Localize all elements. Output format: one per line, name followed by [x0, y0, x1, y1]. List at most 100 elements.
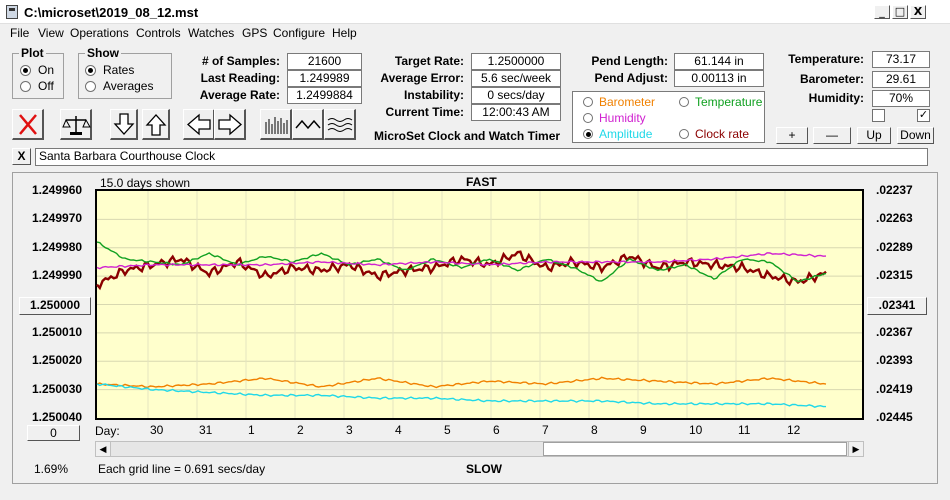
multi-wave-icon — [327, 118, 353, 132]
show-averages-label: Averages — [103, 79, 154, 93]
menu-watches[interactable]: Watches — [188, 26, 235, 40]
barometer-radio[interactable] — [583, 97, 593, 107]
window-title: C:\microset\2019_08_12.mst — [24, 5, 199, 20]
show-averages-radio[interactable] — [85, 81, 96, 92]
percent-label: 1.69% — [34, 462, 69, 476]
y-right-tick: .02289 — [876, 239, 913, 254]
x-tick-label: 11 — [738, 423, 751, 437]
menu-file[interactable]: File — [10, 26, 30, 40]
pend-length-label: Pend Length: — [591, 54, 668, 68]
arrow-up-button[interactable] — [142, 109, 170, 140]
y-right-tick: .02263 — [876, 211, 913, 226]
center-rate-button[interactable]: 1.250000 — [19, 297, 91, 315]
y-left-tick: 1.250040 — [32, 410, 83, 424]
average-error-label: Average Error: — [380, 71, 464, 85]
bars-view-button[interactable] — [260, 109, 292, 140]
series-barometer — [96, 376, 827, 389]
show-rates-radio[interactable] — [85, 65, 96, 76]
balance-button[interactable] — [60, 109, 92, 140]
pend-length-field: 61.144 in — [674, 53, 764, 70]
plot-on-radio[interactable] — [20, 65, 31, 76]
y-right-tick: .02237 — [876, 183, 913, 197]
show-group: Show — [78, 46, 172, 99]
scroll-left-arrow[interactable]: ◀ — [96, 442, 111, 456]
pend-adjust-label: Pend Adjust: — [594, 71, 668, 85]
menu-bar: File View Operations Controls Watches GP… — [0, 24, 950, 42]
env-checkbox-left[interactable] — [872, 109, 885, 122]
samples-field: 21600 — [287, 53, 362, 70]
arrow-left-button[interactable] — [183, 109, 215, 140]
x-tick-label: 6 — [493, 423, 500, 437]
menu-view[interactable]: View — [38, 26, 64, 40]
average-error-field: 5.6 sec/week — [471, 70, 561, 87]
wave-view-button[interactable] — [292, 109, 324, 140]
pend-adjust-field: 0.00113 in — [674, 70, 764, 87]
plot-off-label: Off — [38, 79, 54, 93]
amplitude-radio[interactable] — [583, 129, 593, 139]
humidity-label: Humidity: — [808, 91, 864, 105]
zoom-in-button[interactable]: + — [776, 127, 808, 144]
y-right-tick: .02445 — [876, 410, 913, 424]
clock-rate-radio[interactable] — [679, 129, 689, 139]
maximize-button[interactable]: □ — [892, 5, 908, 19]
close-button[interactable]: X — [910, 5, 926, 19]
menu-configure[interactable]: Configure — [273, 26, 326, 40]
x-tick-label: 4 — [395, 423, 402, 437]
app-icon — [6, 5, 18, 19]
samples-label: # of Samples: — [201, 54, 280, 68]
offset-zero-button[interactable]: 0 — [27, 425, 80, 441]
series-selector: Barometer Temperature Humidity Amplitude… — [572, 91, 765, 143]
show-group-title: Show — [85, 46, 121, 60]
wave-icon — [295, 119, 321, 130]
description-input[interactable]: Santa Barbara Courthouse Clock — [35, 148, 928, 166]
menu-controls[interactable]: Controls — [136, 26, 181, 40]
bar-chart-icon — [265, 117, 288, 134]
humidity-series-label: Humidity — [599, 111, 646, 125]
scroll-thumb[interactable] — [543, 442, 847, 456]
series-temperature — [96, 241, 827, 283]
series-amplitude — [96, 383, 826, 408]
plot-group-title: Plot — [19, 46, 46, 60]
x-tick-label: 3 — [346, 423, 353, 437]
average-rate-field: 1.2499884 — [287, 87, 362, 104]
scroll-right-arrow[interactable]: ▶ — [848, 442, 863, 456]
rate-chart — [95, 189, 864, 420]
show-rates-label: Rates — [103, 63, 135, 77]
plot-off-radio[interactable] — [20, 81, 31, 92]
menu-help[interactable]: Help — [332, 26, 357, 40]
clear-button[interactable] — [12, 109, 44, 140]
menu-operations[interactable]: Operations — [70, 26, 129, 40]
humidity-field: 70% — [872, 90, 930, 107]
plot-on-label: On — [38, 63, 55, 77]
timeline-scrollbar[interactable]: ◀ ▶ — [95, 441, 864, 457]
arrow-left-icon — [187, 113, 211, 136]
arrow-right-button[interactable] — [214, 109, 246, 140]
description-clear-button[interactable]: X — [12, 148, 31, 165]
zoom-out-button[interactable]: — — [813, 127, 851, 144]
x-tick-label: 2 — [297, 423, 304, 437]
x-tick-label: 31 — [199, 423, 213, 437]
amplitude-series-label: Amplitude — [599, 127, 653, 141]
multi-wave-view-button[interactable] — [324, 109, 356, 140]
x-tick-label: 30 — [150, 423, 164, 437]
arrow-up-icon — [145, 114, 167, 136]
minimize-button[interactable]: _ — [874, 5, 890, 19]
env-checkbox-right[interactable]: ✓ — [917, 109, 930, 122]
balance-scale-icon — [62, 116, 91, 135]
temperature-radio[interactable] — [679, 97, 689, 107]
x-tick-label: 8 — [591, 423, 598, 437]
arrow-down-button[interactable] — [110, 109, 138, 140]
target-rate-label: Target Rate: — [394, 54, 464, 68]
scroll-up-button[interactable]: Up — [857, 127, 891, 144]
y-left-tick: 1.250020 — [32, 353, 83, 368]
y-left-tick: 1.249980 — [32, 239, 83, 254]
center-amplitude-button[interactable]: .02341 — [867, 297, 927, 315]
series-humidity — [96, 252, 827, 270]
y-right-tick: .02315 — [876, 268, 913, 283]
humidity-radio[interactable] — [583, 113, 593, 123]
y-left-tick: 1.250030 — [32, 381, 83, 396]
fast-label: FAST — [466, 175, 497, 189]
menu-gps[interactable]: GPS — [242, 26, 268, 40]
arrow-right-icon — [218, 113, 242, 136]
scroll-down-button[interactable]: Down — [897, 127, 934, 144]
